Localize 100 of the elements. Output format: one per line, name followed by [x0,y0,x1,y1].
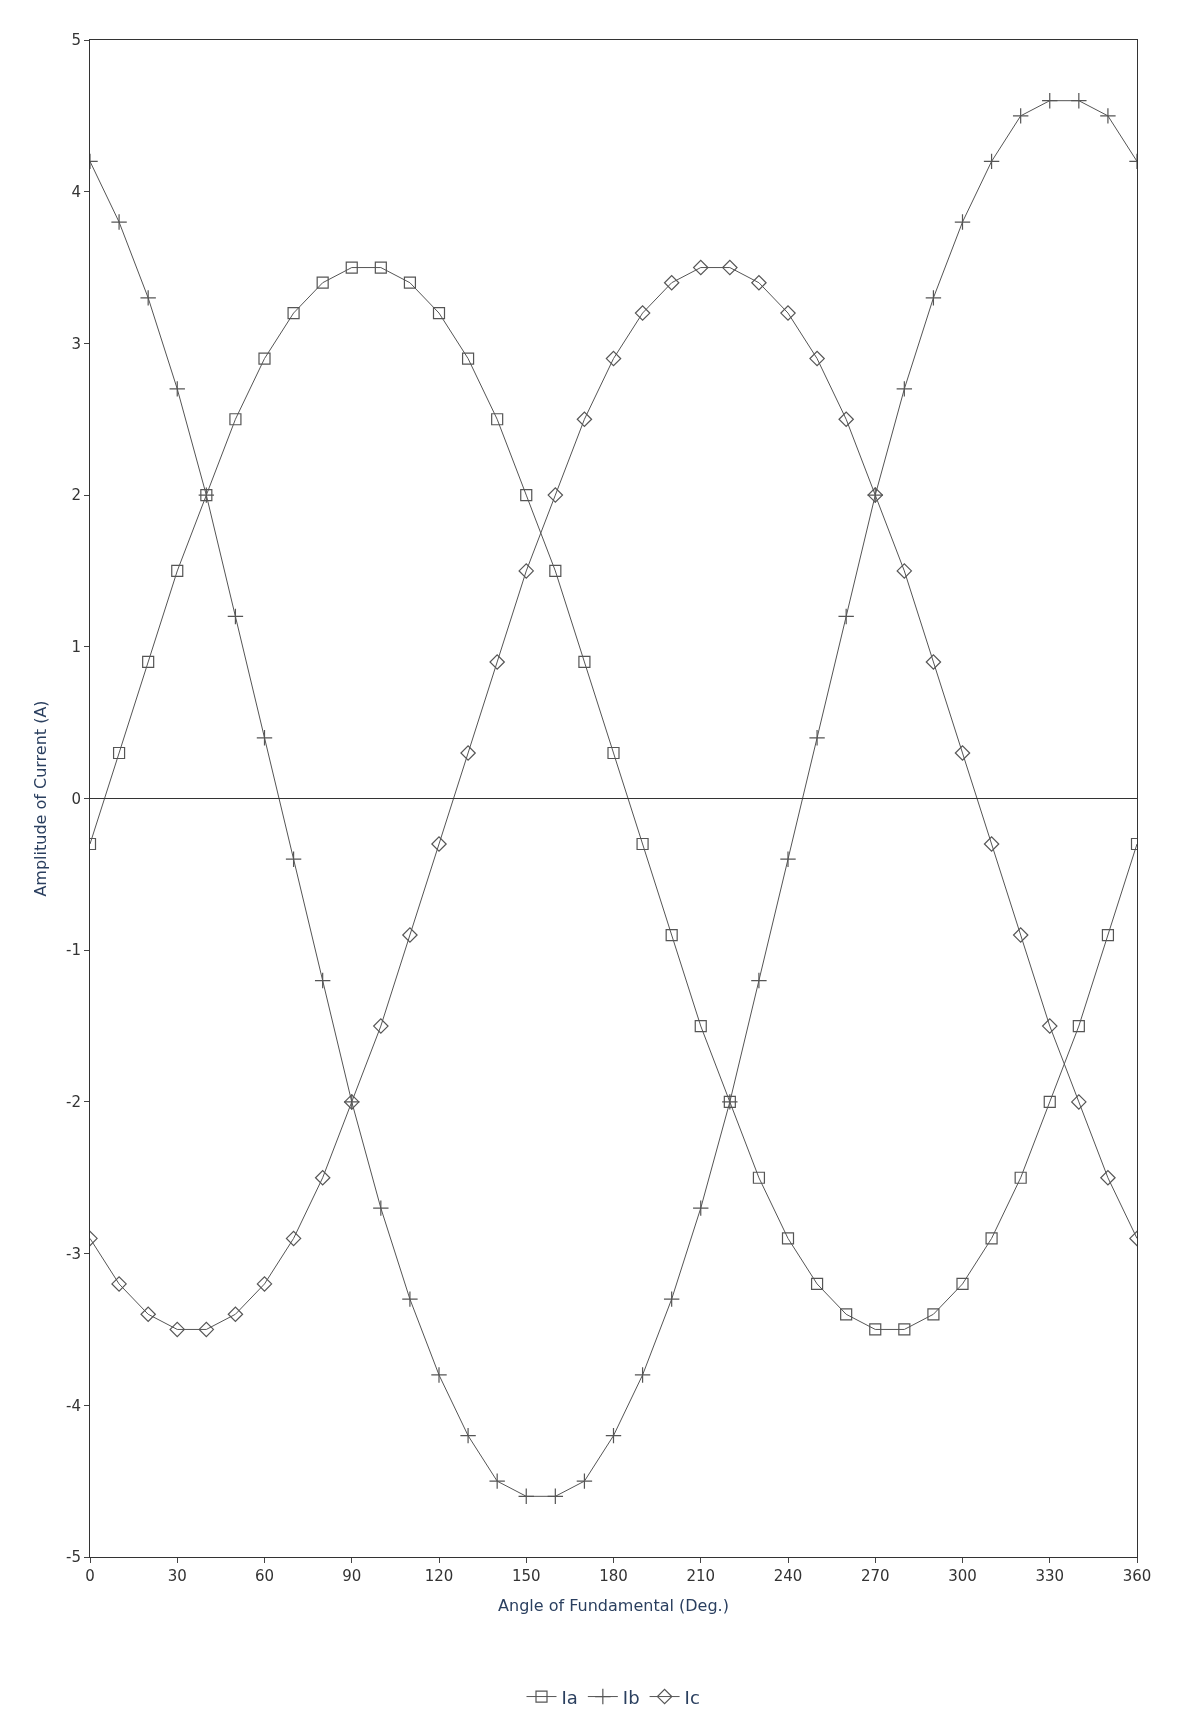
point [780,305,796,321]
y-tick-label: 2 [71,486,81,505]
point [634,1366,651,1384]
point [665,928,678,942]
point [578,655,591,669]
point [927,1308,940,1321]
point [460,745,476,761]
point [779,850,797,868]
x-tick-label: 300 [948,1567,977,1585]
point [1012,107,1029,125]
x-tick-label: 330 [1035,1567,1065,1585]
point [227,608,244,625]
point [229,413,242,426]
point [430,1366,448,1384]
point [636,837,649,851]
point [808,729,826,747]
x-tick-label: 360 [1122,1567,1152,1585]
point [983,153,1000,170]
x-axis-title: Angle of Fundamental (Deg.) [498,1595,729,1615]
point [1072,1019,1085,1033]
point [461,352,475,365]
point [314,1170,331,1186]
point [140,1306,156,1323]
point [925,654,942,670]
point [692,1199,710,1217]
y-tick-label: -3 [66,1244,81,1263]
point [432,306,446,320]
point [169,1321,185,1338]
point [198,1321,215,1338]
point [751,274,767,291]
legend-label: Ic [684,1686,700,1708]
point [227,1306,244,1323]
point [110,213,128,231]
y-tick-label: 4 [71,182,81,201]
point [373,1018,389,1034]
x-tick-label: 0 [85,1567,95,1585]
point [517,1488,535,1505]
point [605,1427,622,1444]
y-tick-label: 1 [71,638,81,657]
point [607,746,620,760]
point [489,654,505,670]
x-tick-label: 90 [342,1567,362,1585]
point [1042,1018,1058,1034]
point [285,850,302,868]
point [287,306,300,320]
point [372,1199,390,1217]
point [431,836,447,852]
point [838,411,854,427]
point [316,276,329,289]
point [869,1323,882,1336]
point [171,564,184,578]
legend-label: Ia [561,1686,578,1708]
y-tick-label: 5 [71,31,81,50]
point [401,1290,419,1308]
point [314,972,331,989]
x-tick-label: 60 [254,1567,275,1585]
point [750,972,768,989]
y-tick-label: -1 [66,941,81,960]
point [576,1472,593,1490]
y-axis-title: Amplitude of Current (A) [30,700,50,897]
point [488,1472,506,1490]
x-tick-label: 120 [424,1567,454,1585]
x-tick-label: 210 [686,1567,716,1585]
point [520,489,533,502]
point [459,1427,477,1444]
point [139,289,157,307]
point [1071,1094,1087,1110]
point [809,350,825,367]
y-tick-label: -5 [66,1548,81,1567]
point [549,564,562,578]
point [1100,1170,1116,1186]
x-tick-label: 270 [860,1567,890,1585]
point [1043,1095,1056,1108]
point [663,1290,680,1308]
point [898,1323,911,1336]
point [983,836,1000,852]
point [576,411,593,427]
point [840,1308,853,1321]
y-tick-label: 0 [71,789,81,808]
point [112,746,126,760]
point [605,350,622,367]
point [810,1277,824,1291]
point [258,352,271,365]
legend-label: Ib [622,1686,640,1708]
point [168,380,186,398]
point [1070,92,1088,109]
x-tick-label: 180 [599,1567,628,1585]
point [256,729,273,747]
point [142,655,155,669]
point [837,608,855,625]
point [634,305,651,321]
point [752,1171,766,1184]
point [1041,92,1059,109]
point [985,1232,998,1245]
point [518,563,534,579]
point [547,1488,564,1505]
point [111,1276,127,1292]
point [954,213,971,231]
point [345,261,358,274]
point [256,1276,273,1292]
